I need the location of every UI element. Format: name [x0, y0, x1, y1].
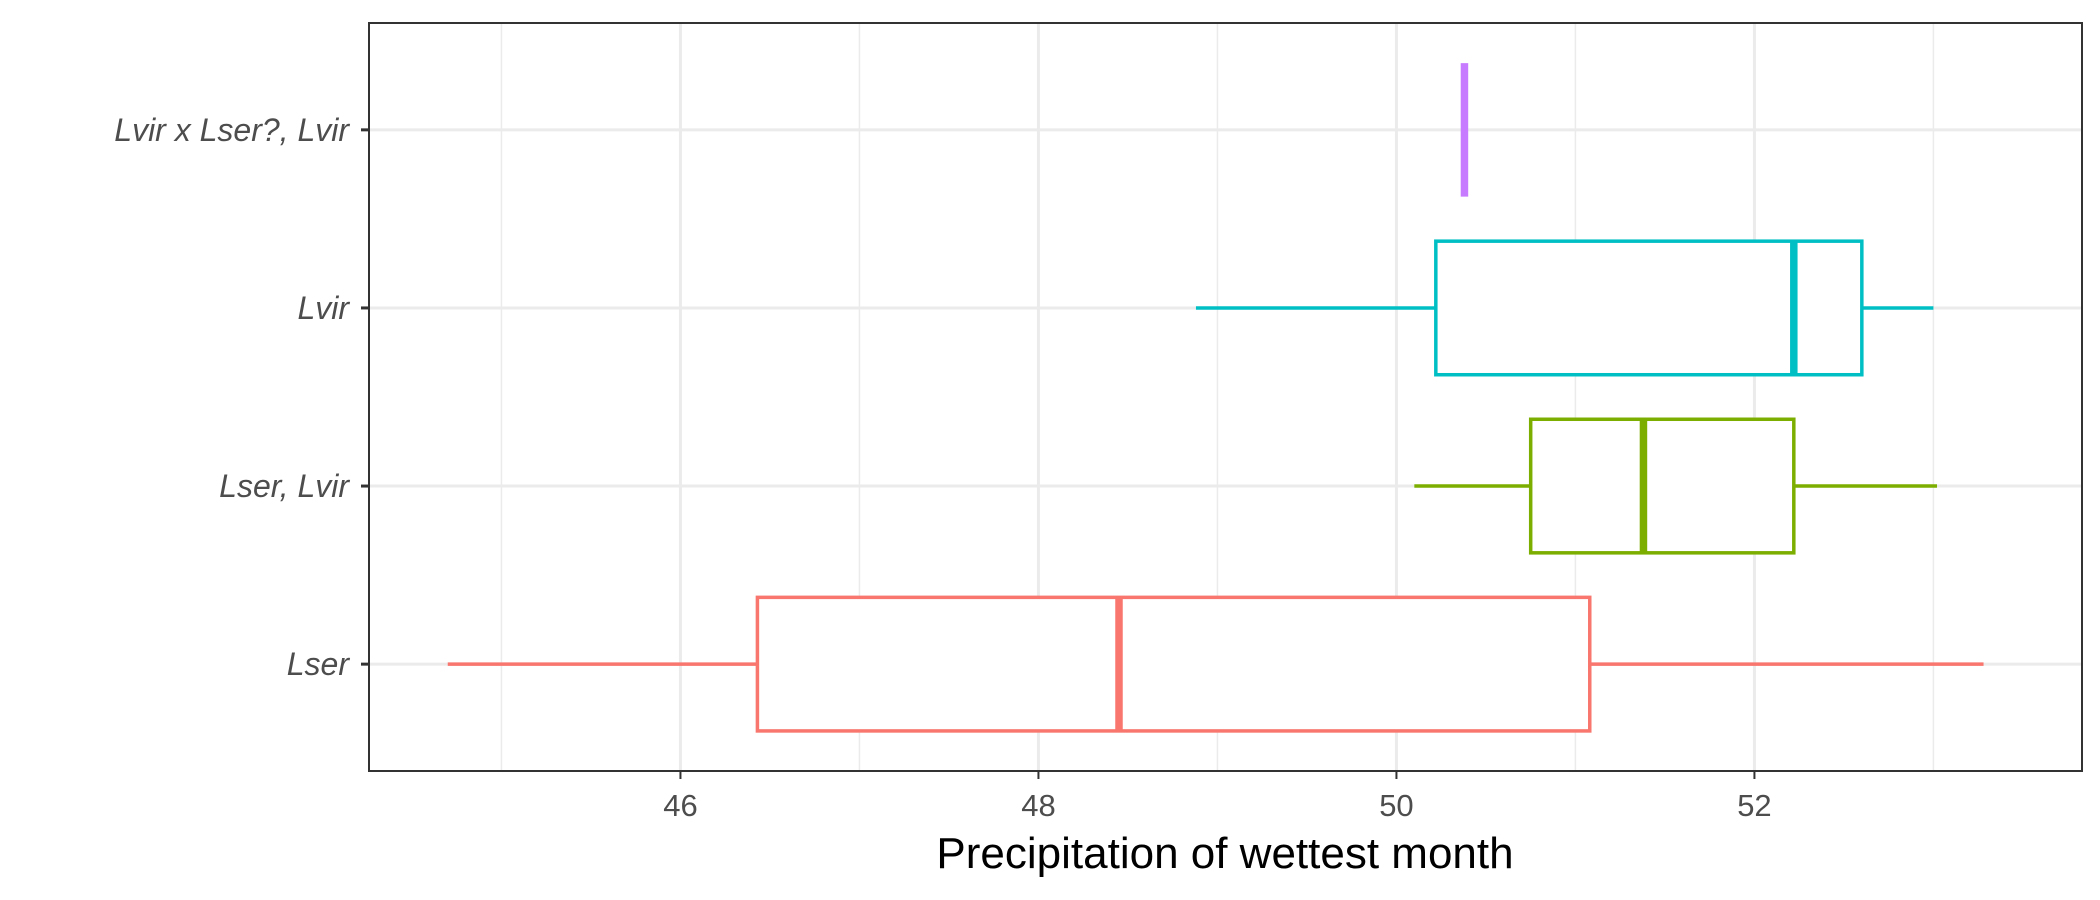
box-iqr [1434, 239, 1864, 377]
box-layer [447, 63, 1984, 733]
y-tick-label: Lvir [297, 290, 350, 326]
x-tick-label: 46 [663, 788, 697, 823]
y-tick-label: Lvir x Lser?, Lvir [114, 112, 350, 148]
x-axis-title: Precipitation of wettest month [936, 829, 1513, 878]
x-tick-label: 50 [1379, 788, 1413, 823]
x-tick-label: 48 [1021, 788, 1055, 823]
x-tick-label: 52 [1737, 788, 1771, 823]
y-tick-label: Lser, Lvir [219, 468, 350, 504]
box-iqr [1528, 417, 1796, 555]
box-lser-lvir [1414, 417, 1938, 555]
box-iqr [755, 595, 1592, 733]
box-lvir [1195, 239, 1934, 377]
axes: 46 48 50 52 Lser Lser, Lvir Lvir Lvir x Lser?, … [114, 112, 1771, 823]
y-tick-label: Lser [287, 646, 351, 682]
panel-border [368, 22, 2083, 772]
box-lser [447, 595, 1984, 733]
